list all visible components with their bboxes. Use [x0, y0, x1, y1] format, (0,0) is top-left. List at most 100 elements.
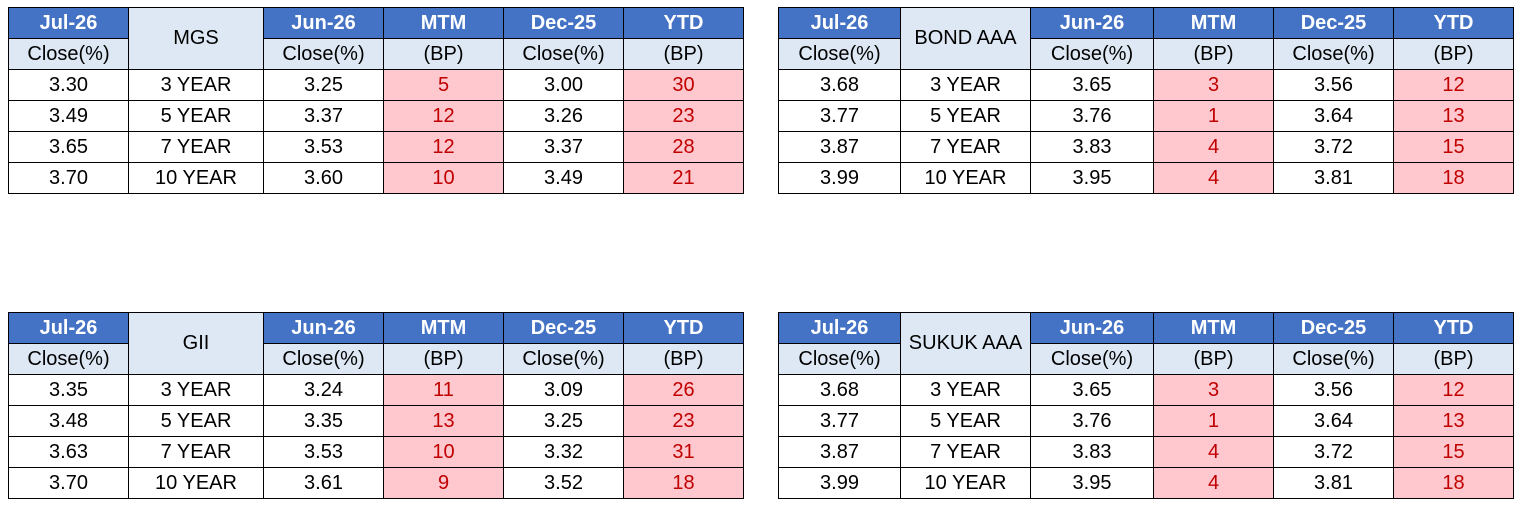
jun-cell: 3.83: [1030, 131, 1154, 163]
tenor-cell: 7 YEAR: [900, 436, 1031, 468]
ytd-cell: 13: [1393, 405, 1514, 437]
dec-cell: 3.32: [503, 436, 624, 468]
mtm-header: MTM: [383, 312, 504, 344]
dec-cell: 3.26: [503, 100, 624, 132]
jun-cell: 3.65: [1030, 374, 1154, 406]
dec-cell: 3.49: [503, 162, 624, 194]
dec-header: Dec-25: [1273, 312, 1394, 344]
ytd-cell: 31: [623, 436, 744, 468]
jul-subheader: Close(%): [8, 343, 129, 375]
jun-cell: 3.65: [1030, 69, 1154, 101]
table-row: 3.70 10 YEAR 3.61 9 3.52 18: [8, 467, 744, 499]
header-row: Jul-26 BOND AAA Jun-26 MTM Dec-25 YTD: [778, 7, 1514, 70]
dec-subheader: Close(%): [503, 38, 624, 70]
jul-cell: 3.77: [778, 100, 901, 132]
dec-cell: 3.72: [1273, 131, 1394, 163]
ytd-cell: 23: [623, 100, 744, 132]
tenor-cell: 5 YEAR: [128, 405, 264, 437]
dec-cell: 3.00: [503, 69, 624, 101]
jul-header: Jul-26: [778, 7, 901, 39]
table-name: BOND AAA: [900, 7, 1031, 70]
ytd-header: YTD: [623, 7, 744, 39]
ytd-subheader: (BP): [1393, 343, 1514, 375]
ytd-cell: 23: [623, 405, 744, 437]
jun-cell: 3.53: [263, 131, 384, 163]
jun-subheader: Close(%): [1030, 38, 1154, 70]
jul-cell: 3.35: [8, 374, 129, 406]
jun-cell: 3.76: [1030, 405, 1154, 437]
dec-cell: 3.64: [1273, 100, 1394, 132]
ytd-cell: 26: [623, 374, 744, 406]
header-row: Jul-26 GII Jun-26 MTM Dec-25 YTD: [8, 312, 744, 375]
ytd-cell: 13: [1393, 100, 1514, 132]
jun-cell: 3.76: [1030, 100, 1154, 132]
mtm-cell: 4: [1153, 131, 1274, 163]
mtm-cell: 3: [1153, 69, 1274, 101]
jul-cell: 3.63: [8, 436, 129, 468]
ytd-cell: 15: [1393, 436, 1514, 468]
jul-header: Jul-26: [778, 312, 901, 344]
dec-cell: 3.37: [503, 131, 624, 163]
table-row: 3.87 7 YEAR 3.83 4 3.72 15: [778, 131, 1514, 163]
jul-cell: 3.49: [8, 100, 129, 132]
mtm-subheader: (BP): [383, 343, 504, 375]
tenor-cell: 10 YEAR: [128, 162, 264, 194]
mtm-header: MTM: [1153, 7, 1274, 39]
dec-cell: 3.56: [1273, 69, 1394, 101]
mtm-cell: 10: [383, 436, 504, 468]
mtm-cell: 12: [383, 131, 504, 163]
subheader-row: Close(%) Close(%) (BP) Close(%) (BP): [8, 343, 744, 375]
jul-cell: 3.30: [8, 69, 129, 101]
mtm-cell: 9: [383, 467, 504, 499]
tenor-cell: 3 YEAR: [128, 374, 264, 406]
dec-cell: 3.52: [503, 467, 624, 499]
jun-cell: 3.61: [263, 467, 384, 499]
dec-cell: 3.72: [1273, 436, 1394, 468]
mtm-cell: 4: [1153, 467, 1274, 499]
jun-header: Jun-26: [1030, 7, 1154, 39]
table-row: 3.68 3 YEAR 3.65 3 3.56 12: [778, 69, 1514, 101]
table-name: SUKUK AAA: [900, 312, 1031, 375]
mtm-cell: 3: [1153, 374, 1274, 406]
ytd-header: YTD: [623, 312, 744, 344]
tenor-cell: 3 YEAR: [900, 374, 1031, 406]
ytd-subheader: (BP): [623, 343, 744, 375]
jul-cell: 3.99: [778, 162, 901, 194]
jun-header: Jun-26: [263, 7, 384, 39]
ytd-cell: 28: [623, 131, 744, 163]
tenor-cell: 10 YEAR: [128, 467, 264, 499]
mtm-cell: 13: [383, 405, 504, 437]
dec-header: Dec-25: [503, 7, 624, 39]
table-row: 3.30 3 YEAR 3.25 5 3.00 30: [8, 69, 744, 101]
mtm-cell: 1: [1153, 405, 1274, 437]
mtm-cell: 1: [1153, 100, 1274, 132]
dec-cell: 3.64: [1273, 405, 1394, 437]
ytd-cell: 18: [1393, 467, 1514, 499]
dec-header: Dec-25: [503, 312, 624, 344]
tenor-cell: 7 YEAR: [128, 131, 264, 163]
table-row: 3.65 7 YEAR 3.53 12 3.37 28: [8, 131, 744, 163]
jul-cell: 3.48: [8, 405, 129, 437]
dec-subheader: Close(%): [1273, 38, 1394, 70]
tenor-cell: 5 YEAR: [900, 405, 1031, 437]
dec-cell: 3.56: [1273, 374, 1394, 406]
mtm-cell: 11: [383, 374, 504, 406]
subheader-row: Close(%) Close(%) (BP) Close(%) (BP): [8, 38, 744, 70]
jul-cell: 3.99: [778, 467, 901, 499]
jun-cell: 3.95: [1030, 467, 1154, 499]
table-row: 3.99 10 YEAR 3.95 4 3.81 18: [778, 162, 1514, 194]
jul-cell: 3.65: [8, 131, 129, 163]
jun-cell: 3.95: [1030, 162, 1154, 194]
ytd-header: YTD: [1393, 312, 1514, 344]
mgs-yield-table: Jul-26 MGS Jun-26 MTM Dec-25 YTD Close(%…: [8, 7, 744, 194]
table-row: 3.63 7 YEAR 3.53 10 3.32 31: [8, 436, 744, 468]
tenor-cell: 10 YEAR: [900, 467, 1031, 499]
table-name: GII: [128, 312, 264, 375]
tenor-cell: 7 YEAR: [900, 131, 1031, 163]
sukuk-aaa-yield-table: Jul-26 SUKUK AAA Jun-26 MTM Dec-25 YTD C…: [778, 312, 1514, 499]
jun-cell: 3.24: [263, 374, 384, 406]
tenor-cell: 5 YEAR: [128, 100, 264, 132]
table-row: 3.77 5 YEAR 3.76 1 3.64 13: [778, 405, 1514, 437]
mtm-cell: 4: [1153, 162, 1274, 194]
